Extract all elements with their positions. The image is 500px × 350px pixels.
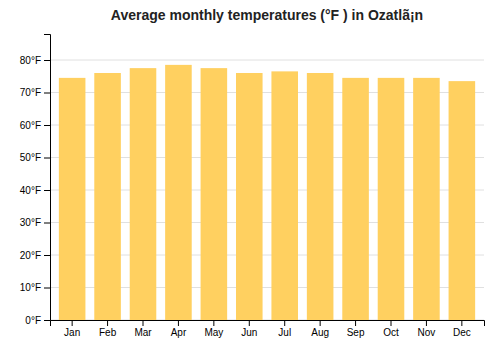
- grid-line: [50, 60, 484, 61]
- x-axis: Jan Feb Mar Apr May Jun Jul Aug Sep Oct Nov Dec: [51, 320, 485, 338]
- x-tick-label: Jun: [241, 327, 257, 338]
- grid: [50, 60, 484, 320]
- bar: [342, 78, 369, 320]
- y-tick-mark: [44, 158, 50, 159]
- x-tick: Dec: [453, 320, 471, 338]
- y-tick-label: 60°F: [20, 120, 41, 131]
- x-tick: Feb: [99, 320, 117, 338]
- bar: [236, 73, 263, 320]
- y-tick-label: 20°F: [20, 250, 41, 261]
- plot: 0°F 10°F 20°F 30°F 40°F 50°F 60°F 70°F 80°F Jan Fe…: [20, 35, 485, 339]
- x-tick-mark: [426, 320, 427, 326]
- bar: [201, 68, 228, 320]
- y-tick-label: 40°F: [20, 185, 41, 196]
- y-tick-mark: [44, 125, 50, 126]
- x-tick: Jun: [241, 320, 257, 338]
- x-tick-mark: [355, 320, 356, 326]
- bars: [59, 65, 475, 320]
- x-tick-label: Nov: [418, 327, 436, 338]
- y-tick: 80°F: [20, 55, 50, 66]
- y-tick: 10°F: [20, 282, 50, 293]
- y-tick: 70°F: [20, 87, 50, 98]
- x-tick-label: Apr: [171, 327, 187, 338]
- title: Average monthly temperatures (°F ) in Oz…: [111, 7, 423, 23]
- x-tick-mark: [72, 320, 73, 326]
- bar: [307, 73, 334, 320]
- y-tick-mark: [44, 288, 50, 289]
- x-tick: Nov: [418, 320, 436, 338]
- x-tick-mark: [284, 320, 285, 326]
- y-tick: 40°F: [20, 185, 50, 196]
- x-tick-mark: [213, 320, 214, 326]
- x-tick-label: Jan: [64, 327, 80, 338]
- y-tick-mark: [44, 190, 50, 191]
- x-tick-mark: [461, 320, 462, 326]
- x-tick-label: Dec: [453, 327, 471, 338]
- bar: [94, 73, 121, 320]
- y-tick: 0°F: [25, 315, 50, 326]
- y-tick-label: 30°F: [20, 217, 41, 228]
- x-tick: Aug: [311, 320, 329, 338]
- bar: [130, 68, 157, 320]
- y-tick-mark: [44, 223, 50, 224]
- x-tick-label: Jul: [278, 327, 291, 338]
- x-tick: Mar: [134, 320, 152, 338]
- x-tick: Oct: [383, 320, 399, 338]
- y-tick-mark: [44, 255, 50, 256]
- x-tick: Sep: [347, 320, 365, 338]
- y-tick-mark: [44, 93, 50, 94]
- y-tick-label: 50°F: [20, 152, 41, 163]
- x-tick-mark: [320, 320, 321, 326]
- x-tick-label: May: [204, 327, 223, 338]
- x-tick-mark: [249, 320, 250, 326]
- x-tick: Jul: [278, 320, 291, 338]
- y-tick-label: 0°F: [25, 315, 41, 326]
- bar: [449, 81, 476, 320]
- bar: [413, 78, 440, 320]
- bar: [165, 65, 192, 320]
- x-tick-label: Feb: [99, 327, 117, 338]
- bar: [271, 71, 298, 320]
- y-tick: 50°F: [20, 152, 50, 163]
- x-axis-line: [51, 321, 485, 327]
- y-tick-mark: [44, 320, 50, 321]
- x-tick: May: [204, 320, 223, 338]
- y-tick: 30°F: [20, 217, 50, 228]
- x-tick-mark: [107, 320, 108, 326]
- y-tick: 60°F: [20, 120, 50, 131]
- y-axis: 0°F 10°F 20°F 30°F 40°F 50°F 60°F 70°F 80°F: [20, 35, 51, 326]
- x-tick-mark: [143, 320, 144, 326]
- x-tick-mark: [178, 320, 179, 326]
- x-tick-label: Aug: [311, 327, 329, 338]
- x-tick-mark: [391, 320, 392, 326]
- y-tick-label: 10°F: [20, 282, 41, 293]
- bar: [378, 78, 405, 320]
- bar: [59, 78, 86, 320]
- chart: 0°F 10°F 20°F 30°F 40°F 50°F 60°F 70°F 80°F Jan Fe…: [0, 0, 500, 350]
- y-axis-line: [44, 35, 51, 321]
- x-tick-label: Oct: [383, 327, 399, 338]
- y-tick-mark: [44, 60, 50, 61]
- x-tick-label: Sep: [347, 327, 365, 338]
- x-tick: Apr: [171, 320, 187, 338]
- y-tick-label: 80°F: [20, 55, 41, 66]
- x-tick: Jan: [64, 320, 80, 338]
- y-tick-label: 70°F: [20, 87, 41, 98]
- y-tick: 20°F: [20, 250, 50, 261]
- x-tick-label: Mar: [134, 327, 152, 338]
